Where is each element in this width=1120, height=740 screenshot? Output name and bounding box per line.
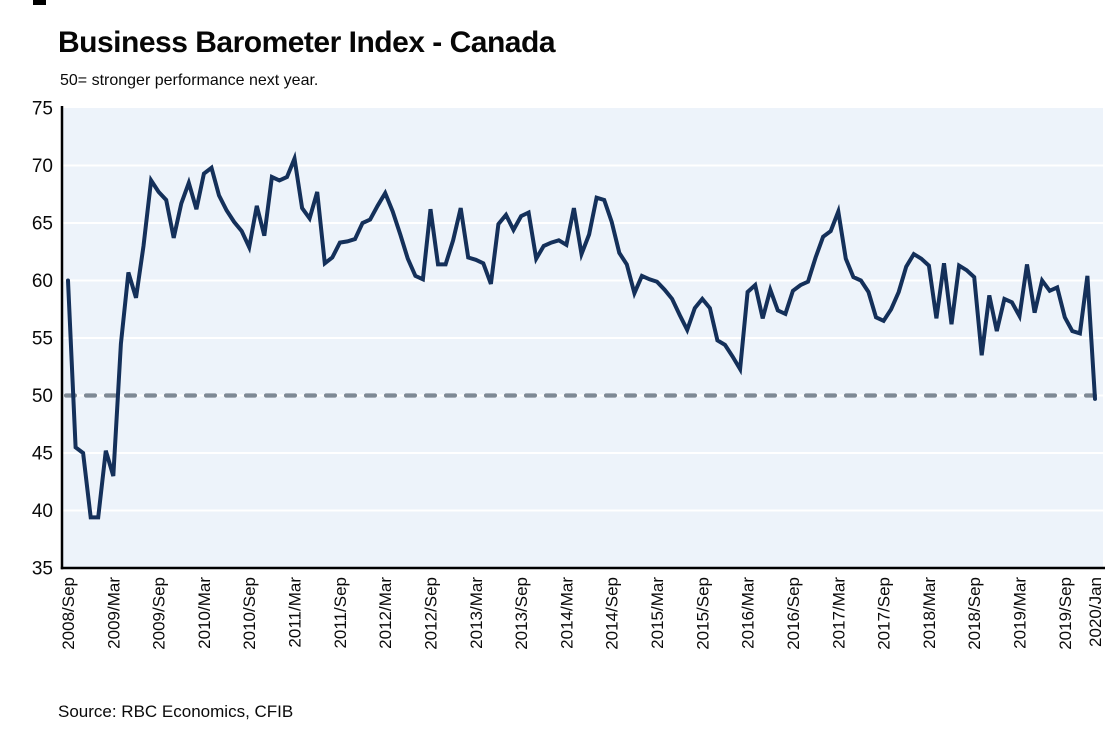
- x-tick-label-2017-Mar: 2017/Mar: [829, 577, 848, 649]
- x-tick-label-2013-Sep: 2013/Sep: [512, 577, 531, 650]
- x-tick-label-2017-Sep: 2017/Sep: [875, 577, 894, 650]
- x-tick-label-2015-Mar: 2015/Mar: [648, 577, 667, 649]
- screenshot-crop-artifact: [33, 0, 46, 5]
- barometer-index-line: [66, 151, 1097, 520]
- x-tick-label-2020-Jan: 2020/Jan: [1086, 577, 1105, 647]
- chart-title: Business Barometer Index - Canada: [58, 26, 556, 59]
- x-tick-label-2016-Sep: 2016/Sep: [784, 577, 803, 650]
- x-tick-label-2019-Sep: 2019/Sep: [1056, 577, 1075, 650]
- x-tick-label-2015-Sep: 2015/Sep: [693, 577, 712, 650]
- x-tick-label-2018-Sep: 2018/Sep: [965, 577, 984, 650]
- x-tick-label-2019-Mar: 2019/Mar: [1011, 577, 1030, 649]
- x-tick-label-2012-Sep: 2012/Sep: [422, 577, 441, 650]
- x-tick-label-2014-Sep: 2014/Sep: [603, 577, 622, 650]
- x-tick-label-2010-Mar: 2010/Mar: [195, 577, 214, 649]
- y-tick-label-75: 75: [32, 99, 53, 120]
- x-tick-label-2013-Mar: 2013/Mar: [467, 577, 486, 649]
- x-tick-label-2009-Mar: 2009/Mar: [104, 577, 123, 649]
- y-tick-label-40: 40: [32, 501, 53, 522]
- x-tick-label-2012-Mar: 2012/Mar: [376, 577, 395, 649]
- y-tick-label-35: 35: [32, 559, 53, 580]
- x-tick-label-2011-Mar: 2011/Mar: [286, 577, 305, 648]
- y-tick-label-60: 60: [32, 271, 53, 292]
- y-tick-label-70: 70: [32, 156, 53, 177]
- y-tick-label-55: 55: [32, 329, 53, 350]
- x-tick-label-2009-Sep: 2009/Sep: [150, 577, 169, 650]
- source-note: Source: RBC Economics, CFIB: [58, 702, 294, 721]
- y-tick-label-65: 65: [32, 214, 53, 235]
- x-tick-label-2008-Sep: 2008/Sep: [59, 577, 78, 650]
- y-tick-label-50: 50: [32, 386, 53, 407]
- x-tick-label-2011-Sep: 2011/Sep: [331, 577, 350, 649]
- y-tick-label-45: 45: [32, 444, 53, 465]
- x-tick-label-2016-Mar: 2016/Mar: [739, 577, 758, 649]
- x-tick-label-2014-Mar: 2014/Mar: [557, 577, 576, 649]
- chart-subtitle: 50= stronger performance next year.: [60, 72, 319, 89]
- x-tick-label-2018-Mar: 2018/Mar: [920, 577, 939, 649]
- x-tick-label-2010-Sep: 2010/Sep: [240, 577, 259, 650]
